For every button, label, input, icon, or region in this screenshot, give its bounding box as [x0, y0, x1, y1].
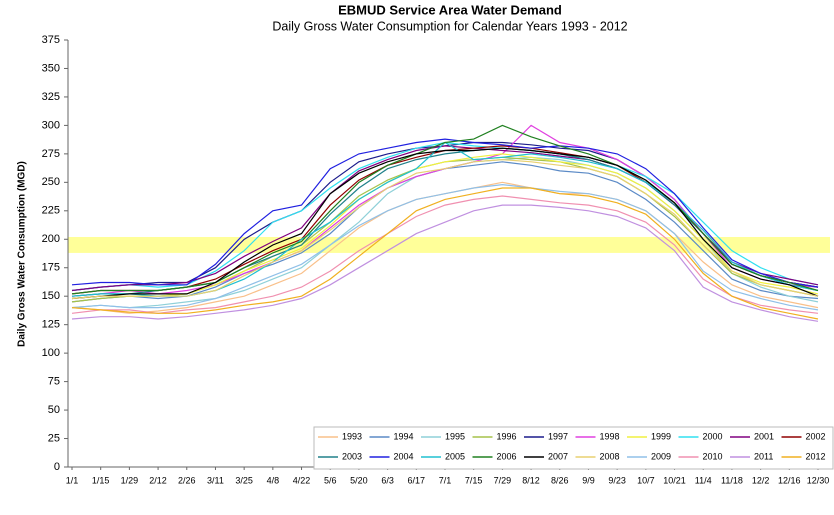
- series-line: [71, 124, 819, 295]
- x-tick-label: 3/11: [207, 475, 224, 485]
- x-tick-label: 7/29: [494, 475, 512, 485]
- x-tick-label: 8/26: [551, 475, 569, 485]
- series-line: [71, 141, 819, 292]
- y-tick-label: 0: [54, 461, 60, 473]
- x-tick-label: 6/3: [381, 475, 394, 485]
- x-tick-label: 2/12: [149, 475, 167, 485]
- y-tick-label: 250: [42, 176, 60, 188]
- legend-label: 1996: [497, 431, 517, 441]
- series-line: [71, 141, 819, 292]
- x-tick-label: 11/4: [695, 475, 712, 485]
- legend-label: 2012: [806, 451, 826, 461]
- y-tick-label: 150: [42, 290, 60, 302]
- y-tick-label: 75: [48, 376, 60, 388]
- x-tick-label: 10/7: [637, 475, 655, 485]
- legend-label: 2000: [703, 431, 723, 441]
- series-line: [71, 195, 819, 314]
- x-tick-label: 9/9: [582, 475, 595, 485]
- series-line: [71, 145, 819, 292]
- x-tick-label: 4/22: [293, 475, 311, 485]
- legend-label: 1995: [445, 431, 465, 441]
- series-line: [71, 158, 819, 300]
- y-tick-label: 175: [42, 262, 60, 274]
- x-tick-label: 5/20: [350, 475, 368, 485]
- legend-label: 2002: [806, 431, 826, 441]
- x-tick-label: 12/16: [778, 475, 801, 485]
- x-tick-label: 10/21: [663, 475, 686, 485]
- x-tick-label: 1/15: [92, 475, 110, 485]
- x-tick-label: 3/25: [235, 475, 253, 485]
- x-tick-label: 7/15: [465, 475, 483, 485]
- legend-label: 2006: [497, 451, 517, 461]
- series-line: [71, 153, 819, 300]
- y-tick-label: 325: [42, 91, 60, 103]
- legend-label: 1993: [342, 431, 362, 441]
- y-axis-label: Daily Gross Water Consumption (MGD): [17, 161, 28, 347]
- legend-label: 2003: [342, 451, 362, 461]
- x-tick-label: 11/18: [721, 475, 743, 485]
- chart-subtitle: Daily Gross Water Consumption for Calend…: [272, 19, 627, 33]
- legend-label: 2001: [754, 431, 774, 441]
- x-tick-label: 12/30: [807, 475, 830, 485]
- y-tick-label: 300: [42, 119, 60, 131]
- y-tick-label: 25: [48, 432, 60, 444]
- y-tick-label: 125: [42, 319, 60, 331]
- series-line: [71, 183, 819, 311]
- legend-box: [313, 426, 834, 470]
- series-line: [71, 138, 819, 288]
- series-line: [71, 147, 819, 300]
- series-line: [71, 187, 819, 320]
- legend-label: 1994: [394, 431, 414, 441]
- y-tick-label: 200: [42, 233, 60, 245]
- highlight-band: [68, 236, 830, 253]
- x-tick-label: 1/1: [66, 475, 79, 485]
- y-tick-label: 225: [42, 205, 60, 217]
- legend-label: 2009: [651, 451, 671, 461]
- legend-label: 2010: [703, 451, 723, 461]
- legend-label: 2008: [600, 451, 620, 461]
- legend-label: 2011: [754, 451, 773, 461]
- x-tick-label: 4/8: [267, 475, 280, 485]
- legend-label: 1998: [600, 431, 620, 441]
- x-tick-label: 5/6: [324, 475, 337, 485]
- legend-label: 2005: [445, 451, 465, 461]
- y-tick-label: 350: [42, 62, 60, 74]
- y-tick-label: 275: [42, 148, 60, 160]
- legend-label: 1999: [651, 431, 671, 441]
- x-tick-label: 1/29: [121, 475, 139, 485]
- x-tick-label: 9/23: [608, 475, 626, 485]
- y-tick-label: 375: [42, 34, 60, 46]
- x-tick-label: 7/1: [439, 475, 452, 485]
- legend-label: 2004: [394, 451, 414, 461]
- x-tick-label: 2/26: [178, 475, 196, 485]
- x-tick-label: 6/17: [408, 475, 426, 485]
- legend-label: 2007: [548, 451, 568, 461]
- legend-label: 1997: [548, 431, 568, 441]
- series-line: [71, 204, 819, 322]
- y-tick-label: 50: [48, 404, 60, 416]
- x-tick-label: 12/2: [752, 475, 770, 485]
- chart-title: EBMUD Service Area Water Demand: [338, 2, 562, 17]
- y-tick-label: 100: [42, 347, 60, 359]
- x-tick-label: 8/12: [522, 475, 540, 485]
